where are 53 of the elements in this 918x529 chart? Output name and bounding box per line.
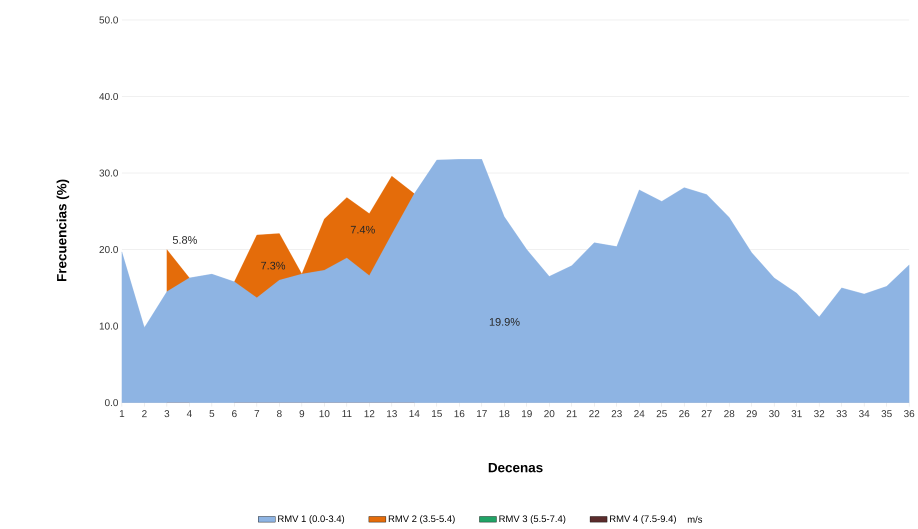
x-tick-label: 33	[836, 410, 847, 417]
x-tick-label: 27	[702, 410, 712, 417]
x-tick-label: 22	[589, 410, 600, 417]
y-tick-label: 30.0	[99, 169, 118, 176]
x-tick-label: 36	[904, 410, 914, 417]
x-tick-label: 31	[792, 410, 802, 417]
annotation: 19.9%	[490, 318, 520, 326]
x-tick-label: 5	[210, 410, 214, 417]
x-tick-label: 25	[656, 410, 667, 417]
x-tick-label: 32	[814, 410, 824, 417]
legend-label: RMV 4 (7.5-9.4)	[610, 514, 676, 524]
annotation: 7.3%	[261, 262, 286, 270]
x-tick-label: 30	[769, 410, 780, 417]
x-tick-label: 11	[342, 410, 352, 417]
x-tick-label: 1	[120, 410, 124, 417]
x-tick-label: 24	[634, 410, 644, 417]
x-axis-title: Decenas	[488, 462, 543, 472]
x-tick-label: 15	[432, 410, 442, 417]
x-tick-label: 2	[142, 410, 147, 417]
y-tick-label: 50.0	[99, 16, 118, 24]
x-tick-label: 20	[544, 410, 554, 417]
legend-label: RMV 2 (3.5-5.4)	[388, 514, 455, 524]
x-tick-label: 6	[232, 410, 237, 417]
x-tick-label: 21	[566, 410, 577, 417]
x-tick-label: 19	[522, 410, 532, 417]
y-tick-label: 0.0	[104, 398, 118, 406]
x-tick-label: 7	[254, 410, 260, 417]
x-tick-label: 23	[612, 410, 622, 417]
y-tick-label: 20.0	[100, 246, 118, 253]
y-tick-label: 10.0	[100, 322, 118, 330]
legend-label: RMV 3 (5.5-7.4)	[499, 514, 566, 524]
x-tick-label: 26	[679, 410, 690, 417]
y-tick-label: 40.0	[99, 92, 118, 100]
x-tick-label: 4	[186, 410, 192, 417]
x-tick-label: 16	[454, 410, 464, 417]
x-tick-label: 18	[500, 410, 510, 417]
annotation: 7.4%	[350, 226, 375, 234]
x-tick-label: 3	[164, 410, 170, 417]
x-tick-label: 28	[724, 410, 734, 417]
x-tick-label: 12	[364, 410, 374, 417]
x-tick-label: 35	[881, 410, 892, 417]
y-axis-title: Frecuencias (%)	[56, 179, 70, 281]
legend-label: RMV 1 (0.0-3.4)	[278, 514, 344, 524]
x-tick-label: 29	[746, 410, 757, 417]
x-tick-label: 8	[277, 410, 282, 417]
x-tick-label: 10	[320, 410, 330, 417]
x-tick-label: 34	[859, 410, 870, 417]
legend-title: m/s	[688, 516, 702, 523]
annotation: 5.8%	[172, 236, 197, 244]
x-tick-label: 14	[410, 410, 420, 417]
x-tick-label: 17	[477, 410, 487, 417]
x-tick-label: 9	[300, 410, 304, 417]
x-tick-label: 13	[387, 410, 397, 417]
